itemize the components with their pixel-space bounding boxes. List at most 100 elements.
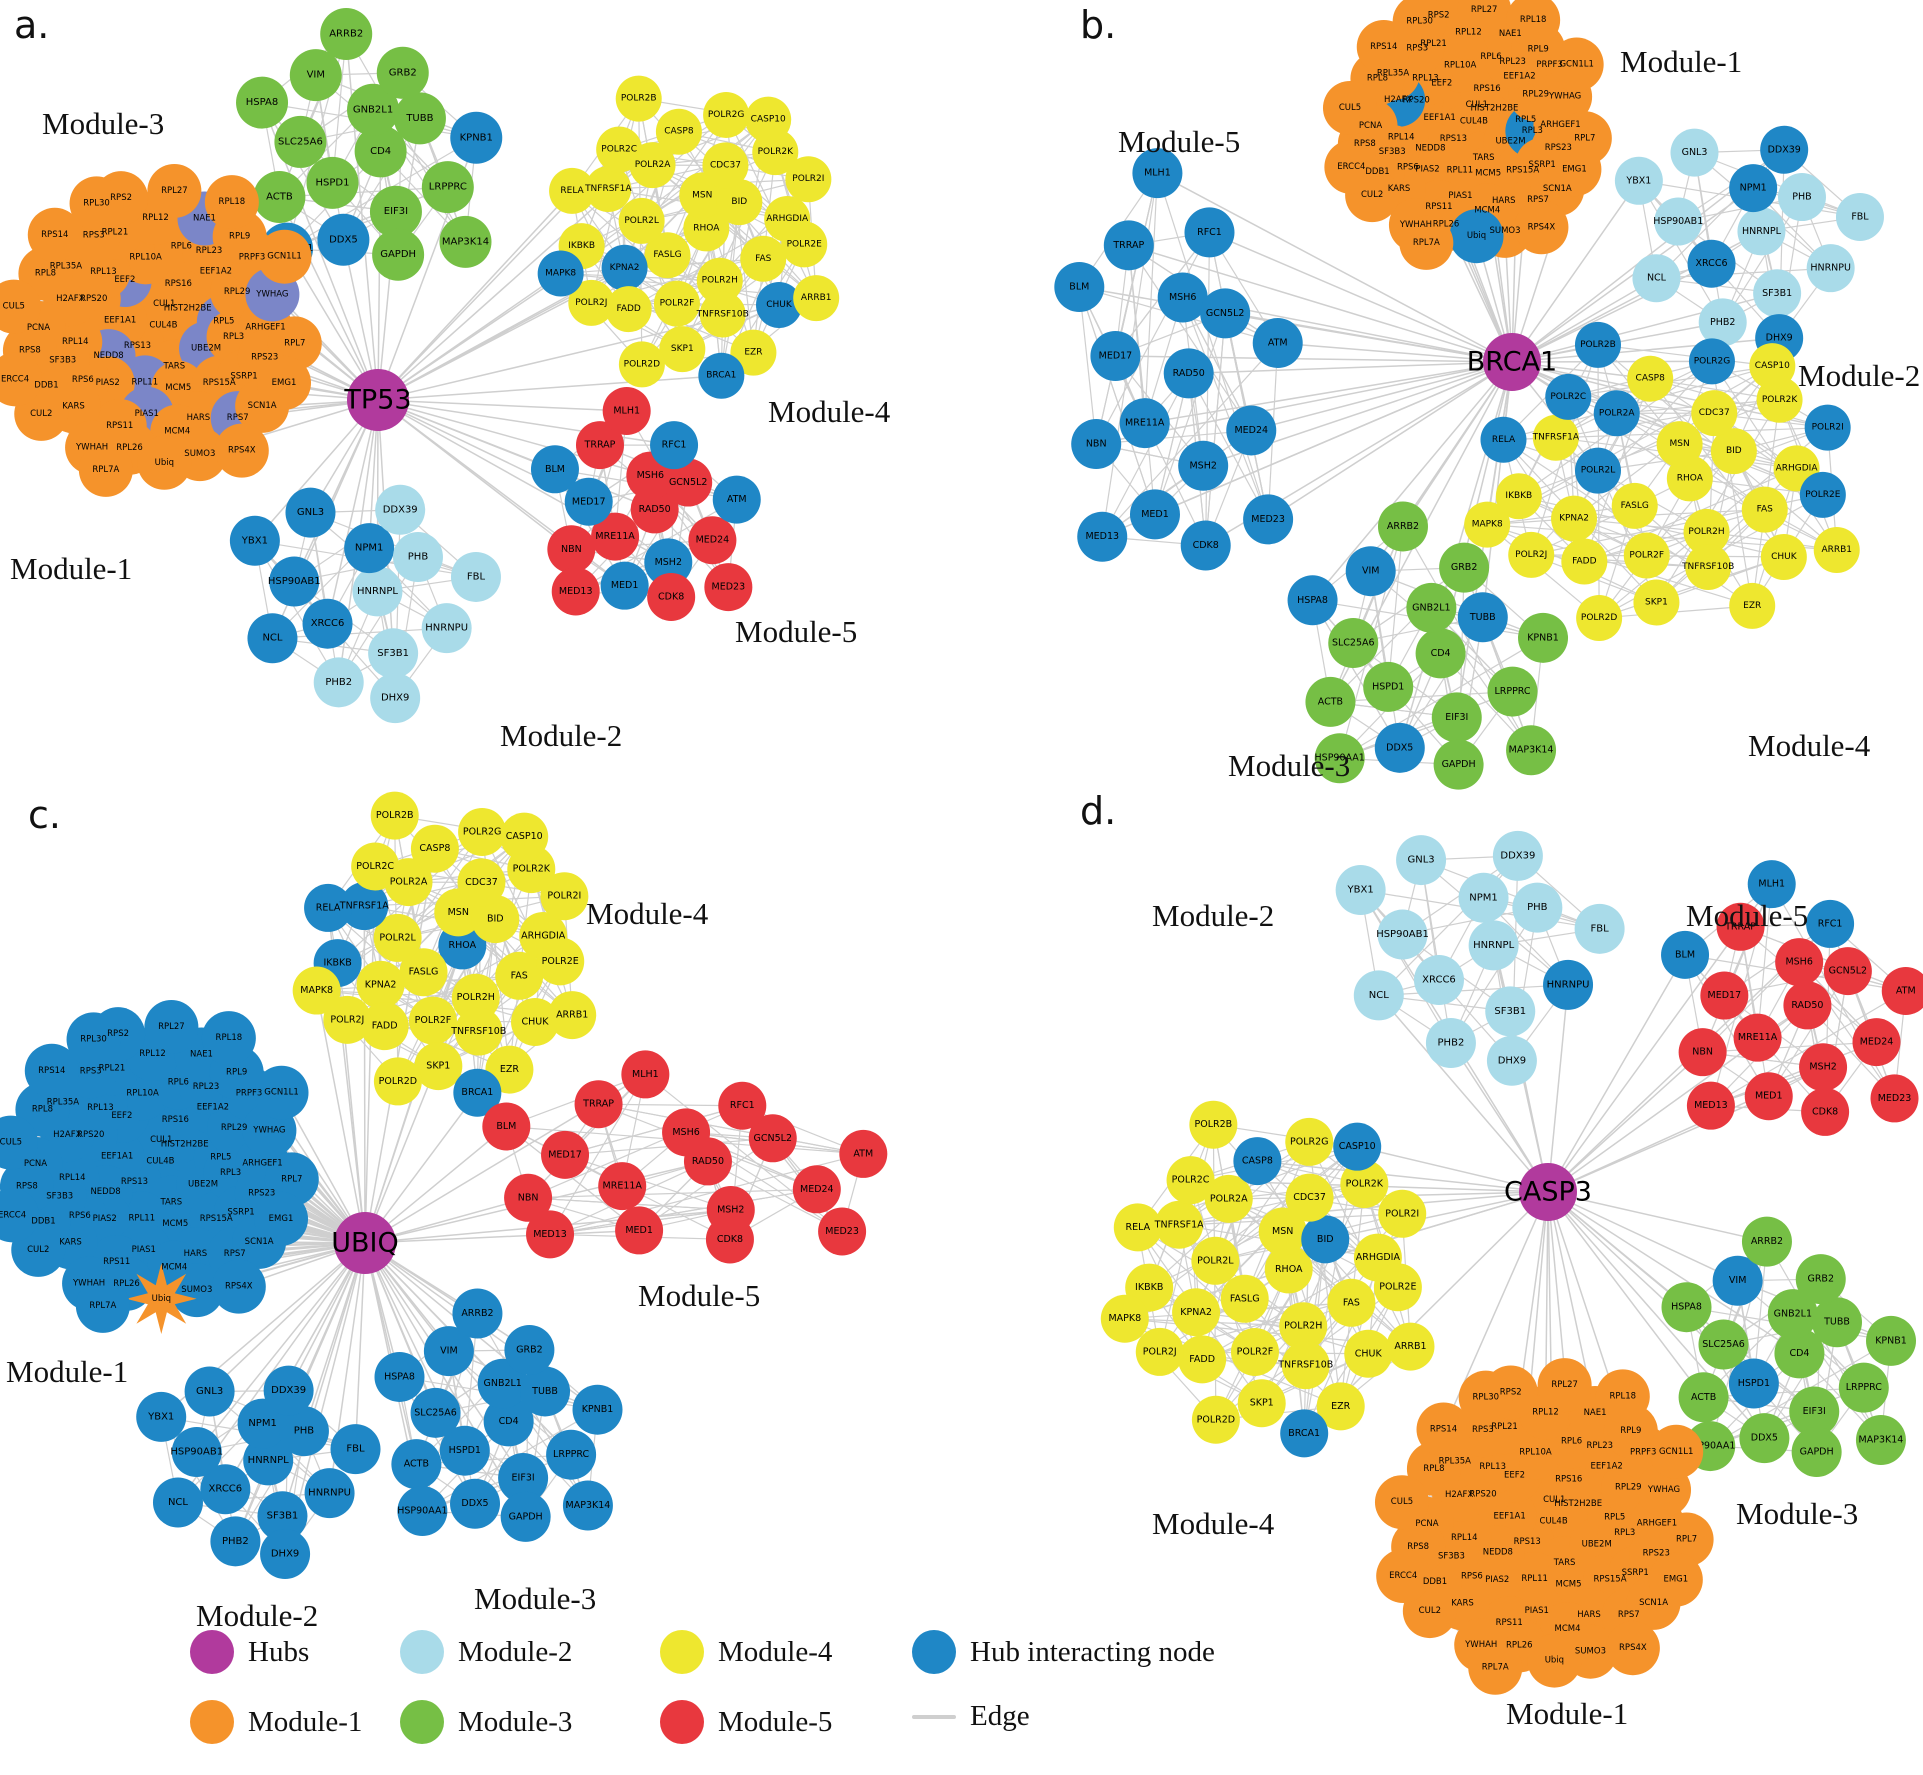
node-NCL[interactable] <box>1353 970 1404 1021</box>
node-RELA[interactable] <box>1113 1203 1162 1252</box>
node-POLR2E[interactable] <box>1373 1263 1422 1312</box>
node-XRCC6[interactable] <box>200 1464 251 1515</box>
node-RPL18[interactable] <box>201 1011 256 1066</box>
node-MSH2[interactable] <box>1178 440 1229 491</box>
node-HNRNPU[interactable] <box>304 1468 355 1519</box>
node-MLH1[interactable] <box>1132 148 1183 199</box>
node-EIF3I[interactable] <box>498 1453 549 1504</box>
node-TRRAP[interactable] <box>1103 220 1154 271</box>
node-DDX5[interactable] <box>1739 1413 1790 1464</box>
node-GNL3[interactable] <box>184 1366 235 1417</box>
node-ARRB2[interactable] <box>1377 501 1428 552</box>
node-FBL[interactable] <box>450 551 501 602</box>
node-TNFRSF10B[interactable] <box>699 291 746 338</box>
node-PHB2[interactable] <box>210 1516 261 1567</box>
hub-node-CASP3[interactable] <box>1519 1163 1577 1221</box>
node-LRPPRC[interactable] <box>546 1429 597 1480</box>
node-CDC37[interactable] <box>1691 390 1738 437</box>
node-MED1[interactable] <box>615 1206 664 1255</box>
node-HNRNPU[interactable] <box>421 603 472 654</box>
node-TNFRSF10B[interactable] <box>1281 1341 1330 1390</box>
node-DDX5[interactable] <box>450 1478 501 1529</box>
node-POLR2F[interactable] <box>408 996 457 1045</box>
node-HNRNPU[interactable] <box>1806 244 1855 293</box>
node-MED13[interactable] <box>526 1210 575 1259</box>
node-CASP8[interactable] <box>655 108 702 155</box>
node-BID[interactable] <box>1301 1215 1350 1264</box>
node-SLC25A6[interactable] <box>1698 1319 1749 1370</box>
node-FAS[interactable] <box>1327 1278 1376 1327</box>
node-POLR2C[interactable] <box>351 842 400 891</box>
node-EIF3I[interactable] <box>1789 1386 1840 1437</box>
node-HSPA8[interactable] <box>374 1351 425 1402</box>
node-RELA[interactable] <box>549 167 596 214</box>
node-HSPA8[interactable] <box>1287 575 1338 626</box>
node-RFC1[interactable] <box>1184 207 1235 258</box>
node-CHUK[interactable] <box>756 281 803 328</box>
node-PHB[interactable] <box>1512 882 1563 933</box>
node-TNFRSF10B[interactable] <box>1685 543 1732 590</box>
node-TNFRSF1A[interactable] <box>1532 414 1579 461</box>
node-NPM1[interactable] <box>344 523 395 574</box>
node-POLR2I[interactable] <box>785 156 832 203</box>
node-CUL5[interactable] <box>1374 1475 1429 1530</box>
node-HSP90AB1[interactable] <box>1654 197 1703 246</box>
node-GAPDH[interactable] <box>500 1491 551 1542</box>
node-GRB2[interactable] <box>504 1324 555 1375</box>
node-NBN[interactable] <box>1071 419 1122 470</box>
node-LRPPRC[interactable] <box>1487 666 1538 717</box>
node-MED13[interactable] <box>1686 1081 1735 1130</box>
node-GNB2L1[interactable] <box>1406 582 1457 633</box>
node-POLR2D[interactable] <box>618 341 665 388</box>
node-POLR2C[interactable] <box>1545 373 1592 420</box>
node-CASP10[interactable] <box>500 812 549 861</box>
node-RPL30[interactable] <box>69 176 124 231</box>
node-DDX39[interactable] <box>375 484 426 535</box>
node-POLR2J[interactable] <box>568 279 615 326</box>
node-RPL7A[interactable] <box>1468 1640 1523 1695</box>
node-RPS4X[interactable] <box>214 423 269 478</box>
node-ACTB[interactable] <box>391 1439 442 1490</box>
node-PHB[interactable] <box>278 1406 329 1457</box>
node-RPL18[interactable] <box>204 175 259 230</box>
node-POLR2G[interactable] <box>703 91 750 138</box>
node-ACTB[interactable] <box>253 171 306 224</box>
node-BLM[interactable] <box>1661 930 1710 979</box>
node-MAPK8[interactable] <box>537 250 584 297</box>
node-GCN5L2[interactable] <box>1823 947 1872 996</box>
node-CHUK[interactable] <box>511 997 560 1046</box>
node-HSP90AB1[interactable] <box>171 1427 222 1478</box>
node-GAPDH[interactable] <box>1433 739 1484 790</box>
node-KPNB1[interactable] <box>450 111 503 164</box>
node-RPL18[interactable] <box>1595 1369 1650 1424</box>
node-CASP10[interactable] <box>745 96 792 143</box>
node-HNRNPL[interactable] <box>1468 920 1519 971</box>
node-MED17[interactable] <box>1700 971 1749 1020</box>
node-ARRB1[interactable] <box>548 991 597 1040</box>
node-POLR2B[interactable] <box>1189 1100 1238 1149</box>
node-DDX39[interactable] <box>1760 125 1809 174</box>
node-FAS[interactable] <box>740 235 787 282</box>
node-GAPDH[interactable] <box>1791 1427 1842 1478</box>
node-ARRB1[interactable] <box>1813 526 1860 573</box>
node-POLR2I[interactable] <box>1804 404 1851 451</box>
node-RPL27[interactable] <box>147 163 202 218</box>
node-MRE11A[interactable] <box>1119 398 1170 449</box>
node-RPL30[interactable] <box>1392 0 1447 49</box>
node-POLR2I[interactable] <box>540 872 589 921</box>
node-SKP1[interactable] <box>659 326 706 373</box>
node-ATM[interactable] <box>1252 318 1303 369</box>
node-IKBKB[interactable] <box>1495 473 1542 520</box>
node-MAP3K14[interactable] <box>439 215 492 268</box>
node-SF3B1[interactable] <box>257 1491 308 1542</box>
node-MED1[interactable] <box>600 561 649 610</box>
node-MAP3K14[interactable] <box>1506 725 1557 776</box>
node-MAPK8[interactable] <box>1464 501 1511 548</box>
node-TUBB[interactable] <box>1811 1297 1862 1348</box>
node-PHB2[interactable] <box>1425 1017 1476 1068</box>
node-FASLG[interactable] <box>399 948 448 997</box>
node-POLR2A[interactable] <box>1204 1174 1253 1223</box>
node-POLR2D[interactable] <box>373 1057 422 1106</box>
node-POLR2E[interactable] <box>1799 471 1846 518</box>
node-DDX39[interactable] <box>263 1365 314 1416</box>
